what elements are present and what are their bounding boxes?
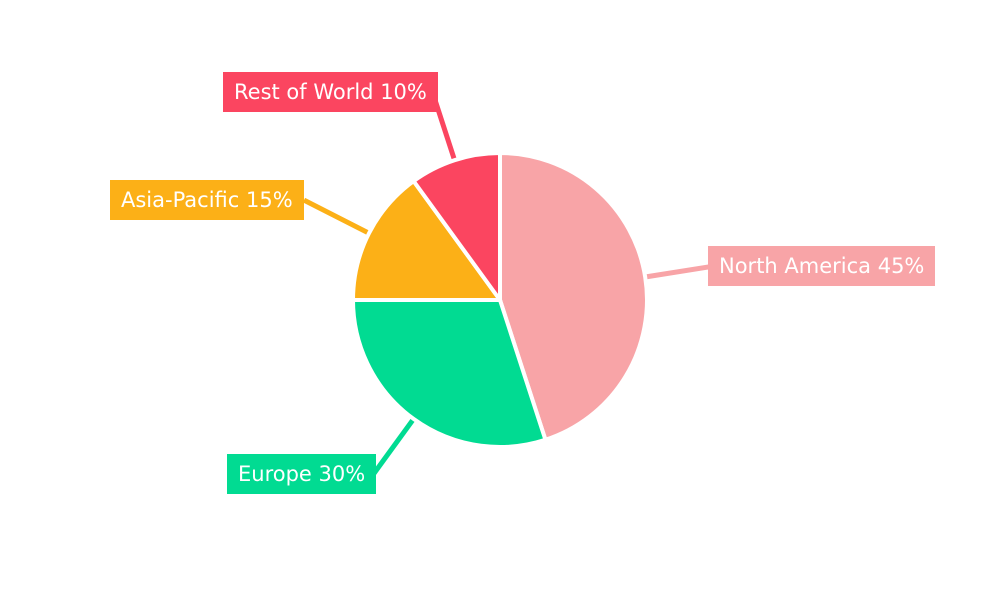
pie-label-rest-of-world: Rest of World 10%	[223, 72, 438, 112]
pie-slice-asia-pacific	[351, 179, 502, 302]
leader-line-europe	[368, 414, 418, 480]
pie-label-europe: Europe 30%	[227, 454, 377, 494]
pie-slice-europe	[351, 298, 548, 449]
pie-slices-group	[351, 151, 649, 449]
leader-line-asia-pacific	[302, 197, 374, 238]
pie-slice-north-america	[498, 151, 649, 442]
pie-slice-rest-of-world	[411, 151, 502, 302]
leader-line-north-america	[640, 263, 718, 281]
pie-label-north-america: North America 45%	[708, 246, 936, 286]
pie-label-asia-pacific: Asia-Pacific 15%	[110, 180, 304, 220]
